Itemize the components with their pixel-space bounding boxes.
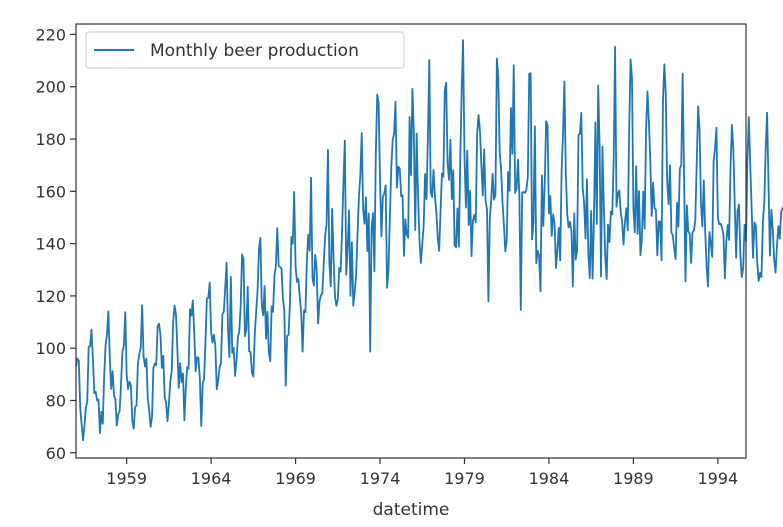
x-axis-ticks: 1959 1964 1969 1974 1979 1984 1989 1994 (106, 458, 738, 488)
legend: Monthly beer production (85, 31, 405, 69)
x-tick-label: 1959 (106, 469, 147, 488)
y-tick-label: 140 (35, 235, 66, 254)
y-tick-label: 120 (35, 287, 66, 306)
y-axis-ticks: 60 80 100 120 140 160 180 200 220 (35, 25, 76, 463)
x-axis-label: datetime (373, 500, 450, 520)
y-tick-label: 80 (46, 391, 66, 410)
plot-area-border (75, 23, 747, 459)
x-tick-label: 1974 (360, 469, 401, 488)
plot-area-background (76, 24, 746, 458)
x-tick-label: 1994 (697, 469, 738, 488)
x-tick-label: 1989 (613, 469, 654, 488)
legend-label: Monthly beer production (150, 41, 359, 61)
x-tick-label: 1979 (444, 469, 485, 488)
y-tick-label: 160 (35, 182, 66, 201)
y-tick-label: 180 (35, 130, 66, 149)
series-line-monthly-beer-production (75, 39, 783, 442)
y-tick-label: 200 (35, 78, 66, 97)
x-tick-label: 1964 (191, 469, 232, 488)
y-tick-label: 220 (35, 25, 66, 44)
x-tick-label: 1969 (275, 469, 316, 488)
x-tick-label: 1984 (529, 469, 570, 488)
y-tick-label: 60 (46, 444, 66, 463)
legend-box (85, 31, 405, 69)
y-tick-label: 100 (35, 339, 66, 358)
